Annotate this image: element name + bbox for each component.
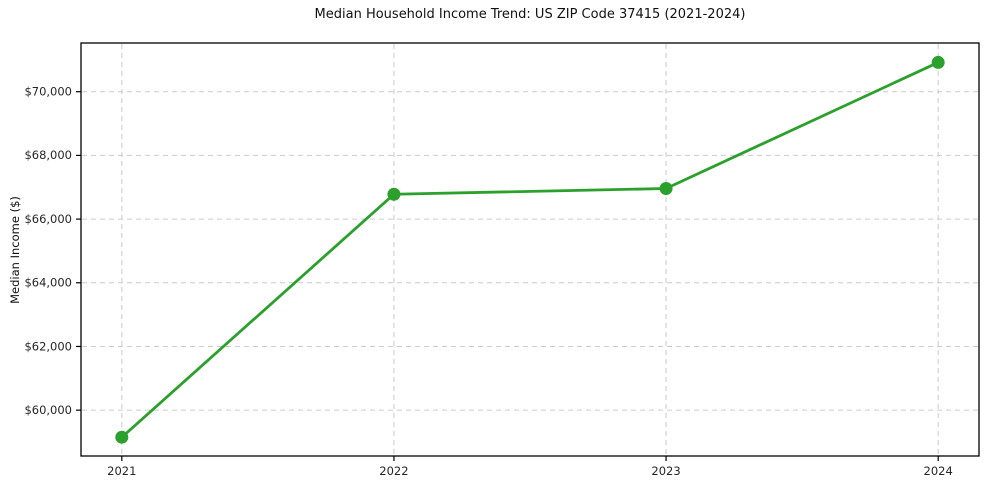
y-tick-label: $66,000 [24, 212, 72, 226]
data-point-2023 [659, 182, 673, 196]
data-point-2022 [387, 187, 401, 201]
plot-frame [80, 42, 980, 457]
y-tick-label: $62,000 [24, 339, 72, 353]
x-tick-label: 2021 [107, 464, 136, 478]
data-point-2021 [115, 430, 129, 444]
y-tick-label: $64,000 [24, 276, 72, 290]
x-tick-label: 2022 [379, 464, 408, 478]
data-point-2024 [931, 55, 945, 69]
x-tick-label: 2024 [924, 464, 953, 478]
chart-title: Median Household Income Trend: US ZIP Co… [314, 7, 746, 22]
y-tick-label: $68,000 [24, 148, 72, 162]
income-trend-line [120, 61, 940, 439]
x-tick-label: 2023 [651, 464, 680, 478]
y-tick-label: $60,000 [24, 403, 72, 417]
y-tick-label: $70,000 [24, 85, 72, 99]
